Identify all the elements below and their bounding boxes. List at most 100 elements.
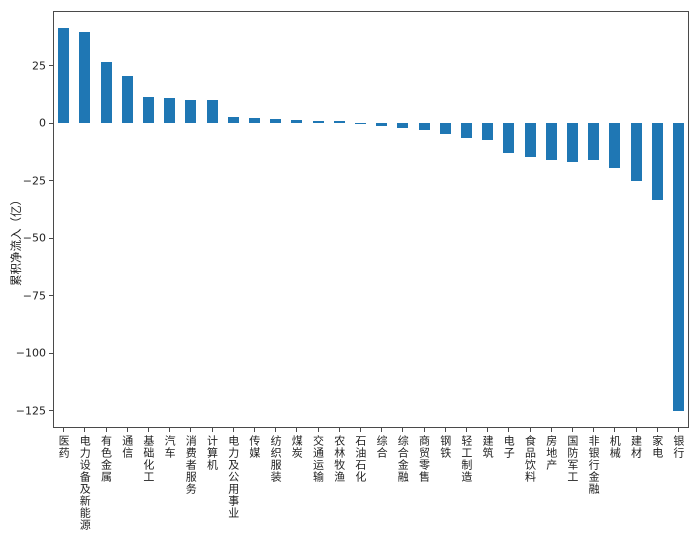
x-tick-label: 房地产 [544,435,558,471]
y-tick-mark [49,237,53,239]
bar-20 [460,123,472,138]
x-tick-label: 钢铁 [438,435,452,459]
bar-13 [312,121,324,124]
x-tick-mark [190,428,192,432]
x-tick-label: 电子 [502,435,516,459]
bar-3 [100,62,112,124]
x-tick-mark [232,428,234,432]
x-tick-label: 基础化工 [141,435,155,483]
x-tick-label: 交通运输 [311,435,325,483]
bar-4 [121,76,133,124]
bar-15 [354,122,366,124]
bar-17 [397,123,409,128]
bar-11 [270,118,282,124]
y-tick-mark [49,410,53,412]
bar-7 [185,99,197,124]
x-tick-mark [402,428,404,432]
bar-21 [482,123,494,141]
x-tick-mark [147,428,149,432]
y-tick-label: −75 [22,289,46,303]
y-tick-label: 0 [39,116,46,130]
bar-14 [333,121,345,124]
bar-30 [672,123,684,412]
x-tick-label: 国防军工 [565,435,579,483]
bar-2 [79,32,91,124]
x-tick-label: 综合 [375,435,389,459]
x-tick-label: 非银行金融 [587,435,601,495]
x-tick-label: 煤炭 [290,435,304,459]
x-tick-mark [656,428,658,432]
x-tick-mark [253,428,255,432]
x-tick-label: 商贸零售 [417,435,431,483]
x-tick-label: 农林牧渔 [332,435,346,483]
x-tick-mark [508,428,510,432]
x-tick-label: 综合金融 [396,435,410,483]
x-tick-mark [275,428,277,432]
x-tick-mark [105,428,107,432]
bar-9 [227,117,239,124]
x-tick-mark [593,428,595,432]
bar-10 [248,118,260,124]
x-tick-label: 医药 [57,435,71,459]
x-tick-mark [614,428,616,432]
bar-8 [206,100,218,124]
x-tick-label: 石油石化 [353,435,367,483]
x-tick-label: 建材 [629,435,643,459]
y-tick-label: −50 [22,231,46,245]
bar-19 [439,123,451,135]
y-tick-mark [49,65,53,67]
y-tick-label: −25 [22,174,46,188]
x-tick-mark [635,428,637,432]
plot-area [53,11,689,428]
bar-1 [58,27,70,124]
x-tick-label: 通信 [120,435,134,459]
x-tick-mark [84,428,86,432]
x-tick-mark [571,428,573,432]
x-tick-mark [211,428,213,432]
x-tick-label: 机械 [608,435,622,459]
x-tick-label: 家电 [650,435,664,459]
bar-5 [142,97,154,124]
x-tick-label: 有色金属 [99,435,113,483]
x-tick-label: 电力设备及新能源 [78,435,92,531]
y-tick-label: 25 [32,59,46,73]
x-tick-mark [169,428,171,432]
x-tick-label: 食品饮料 [523,435,537,483]
x-tick-mark [338,428,340,432]
y-tick-mark [49,352,53,354]
x-tick-label: 轻工制造 [459,435,473,483]
y-tick-label: −100 [15,346,46,360]
x-tick-mark [423,428,425,432]
bar-23 [524,123,536,157]
y-tick-mark [49,180,53,182]
x-tick-label: 消费者服务 [184,435,198,495]
x-tick-mark [487,428,489,432]
bar-18 [418,123,430,131]
x-tick-mark [550,428,552,432]
x-tick-label: 纺织服装 [269,435,283,483]
bar-22 [503,123,515,154]
bar-6 [164,97,176,124]
bar-29 [651,123,663,201]
x-tick-mark [677,428,679,432]
bar-27 [609,123,621,169]
x-tick-label: 汽车 [163,435,177,459]
bar-28 [630,123,642,182]
x-tick-mark [126,428,128,432]
x-tick-mark [317,428,319,432]
x-tick-mark [444,428,446,432]
bar-24 [545,123,557,161]
bar-26 [588,123,600,161]
x-tick-mark [381,428,383,432]
x-tick-label: 电力及公用事业 [226,435,240,519]
bar-12 [291,120,303,124]
x-tick-label: 计算机 [205,435,219,471]
x-tick-label: 建筑 [481,435,495,459]
bar-25 [566,123,578,163]
y-tick-label: −125 [15,404,46,418]
y-tick-mark [49,122,53,124]
x-tick-mark [465,428,467,432]
x-tick-mark [63,428,65,432]
y-tick-mark [49,295,53,297]
